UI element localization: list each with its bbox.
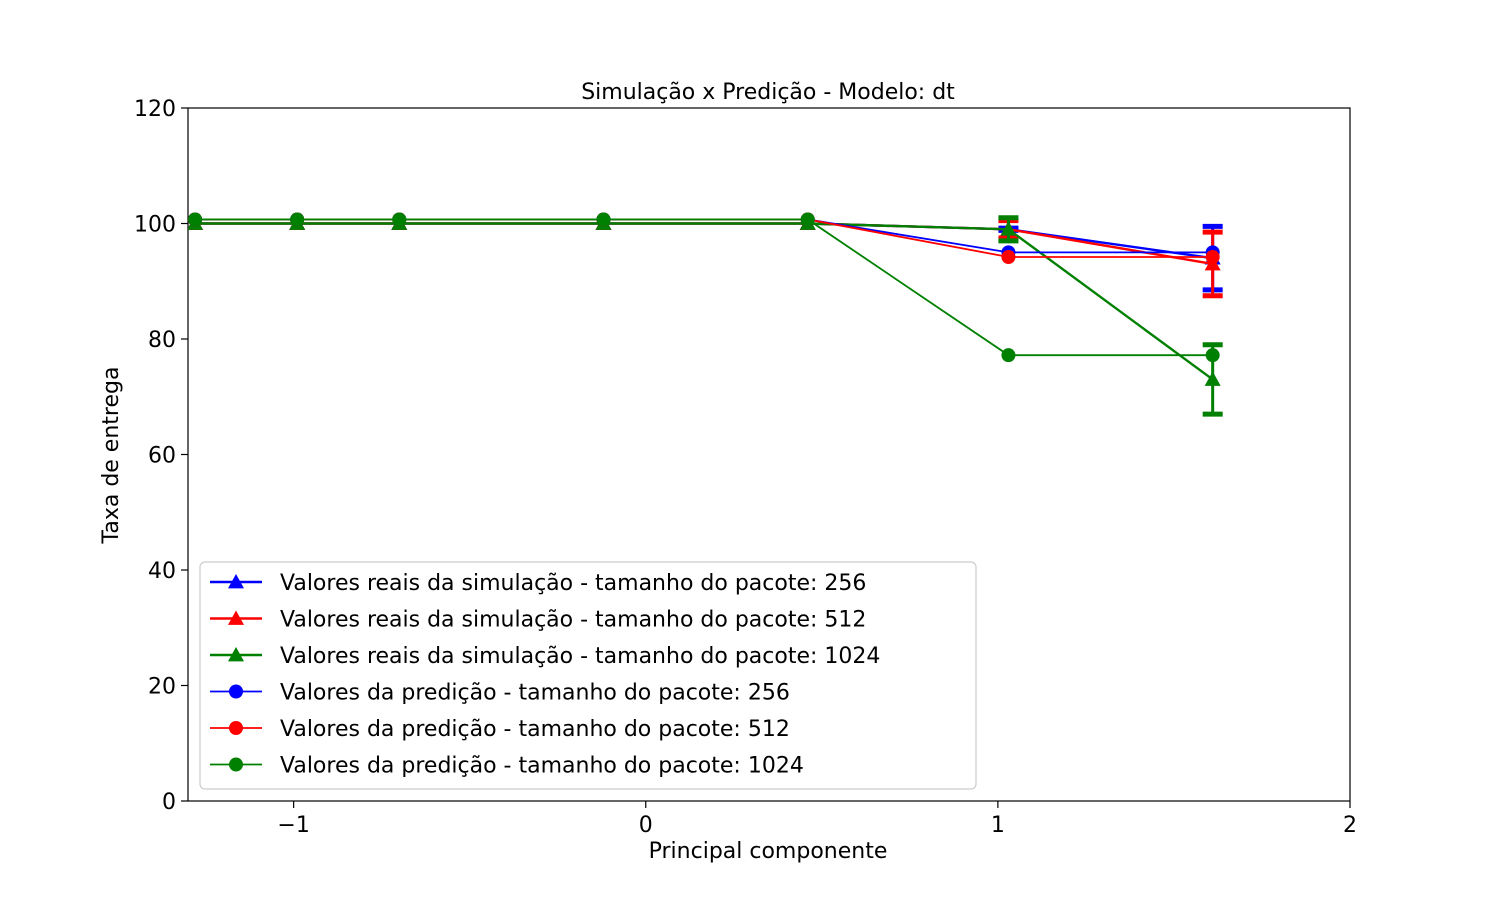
legend-frame [199, 561, 977, 790]
data-point [1001, 348, 1016, 363]
y-tick-label: 60 [148, 444, 176, 469]
y-tick-label: 40 [148, 559, 176, 584]
legend-entry: Valores reais da simulação - tamanho do … [210, 644, 880, 669]
legend-label: Valores reais da simulação - tamanho do … [280, 608, 866, 633]
legend-marker [229, 684, 243, 699]
data-point [1000, 221, 1017, 236]
series-group [188, 212, 1223, 417]
plot-area [187, 107, 1351, 802]
legend-label: Valores reais da simulação - tamanho do … [280, 644, 880, 669]
legend-marker [228, 647, 244, 662]
data-point [1001, 249, 1016, 264]
y-tick-label: 120 [134, 97, 176, 122]
legend-label: Valores reais da simulação - tamanho do … [280, 571, 866, 596]
legend-marker [229, 721, 243, 735]
data-point [290, 212, 305, 227]
legend-label: Valores da predição - tamanho do pacote:… [280, 681, 790, 706]
y-tick-label: 20 [148, 675, 176, 700]
x-tick-label: 0 [639, 813, 653, 838]
legend-entry: Valores da predição - tamanho do pacote:… [210, 681, 790, 706]
x-tick-label: −1 [277, 813, 309, 838]
x-tick-label: 1 [991, 813, 1005, 838]
data-point [392, 212, 407, 227]
y-tick-label: 100 [134, 213, 176, 238]
data-point [188, 212, 203, 227]
x-axis: −1 0 1 2 [277, 801, 1357, 838]
legend-label: Valores da predição - tamanho do pacote:… [280, 754, 804, 779]
data-point [596, 212, 611, 227]
data-point [1204, 371, 1221, 386]
chart-title: Simulação x Predição - Modelo: dt [581, 80, 955, 105]
legend-entry: Valores da predição - tamanho do pacote:… [210, 754, 804, 779]
legend-label: Valores da predição - tamanho do pacote:… [280, 717, 790, 742]
legend: Valores reais da simulação - tamanho do … [199, 561, 977, 790]
series-2 [188, 215, 1223, 299]
x-tick-label: 2 [1343, 813, 1357, 838]
legend-entry: Valores reais da simulação - tamanho do … [210, 571, 866, 596]
series-6 [188, 212, 1220, 363]
data-point [1205, 249, 1220, 264]
legend-entry: Valores da predição - tamanho do pacote:… [210, 717, 790, 742]
legend-marker [228, 574, 244, 589]
series-3 [188, 215, 1223, 417]
data-point [800, 212, 815, 227]
y-tick-label: 0 [162, 790, 176, 815]
y-axis: 0 20 40 60 80 100 120 [134, 97, 188, 815]
legend-marker [229, 757, 243, 772]
legend-marker [228, 610, 244, 625]
series-line [195, 218, 1213, 357]
x-axis-title: Principal componente [649, 839, 888, 864]
data-point [1205, 348, 1220, 363]
y-axis-title: Taxa de entrega [99, 367, 124, 545]
y-tick-label: 80 [148, 328, 176, 353]
legend-entry: Valores reais da simulação - tamanho do … [210, 608, 866, 633]
